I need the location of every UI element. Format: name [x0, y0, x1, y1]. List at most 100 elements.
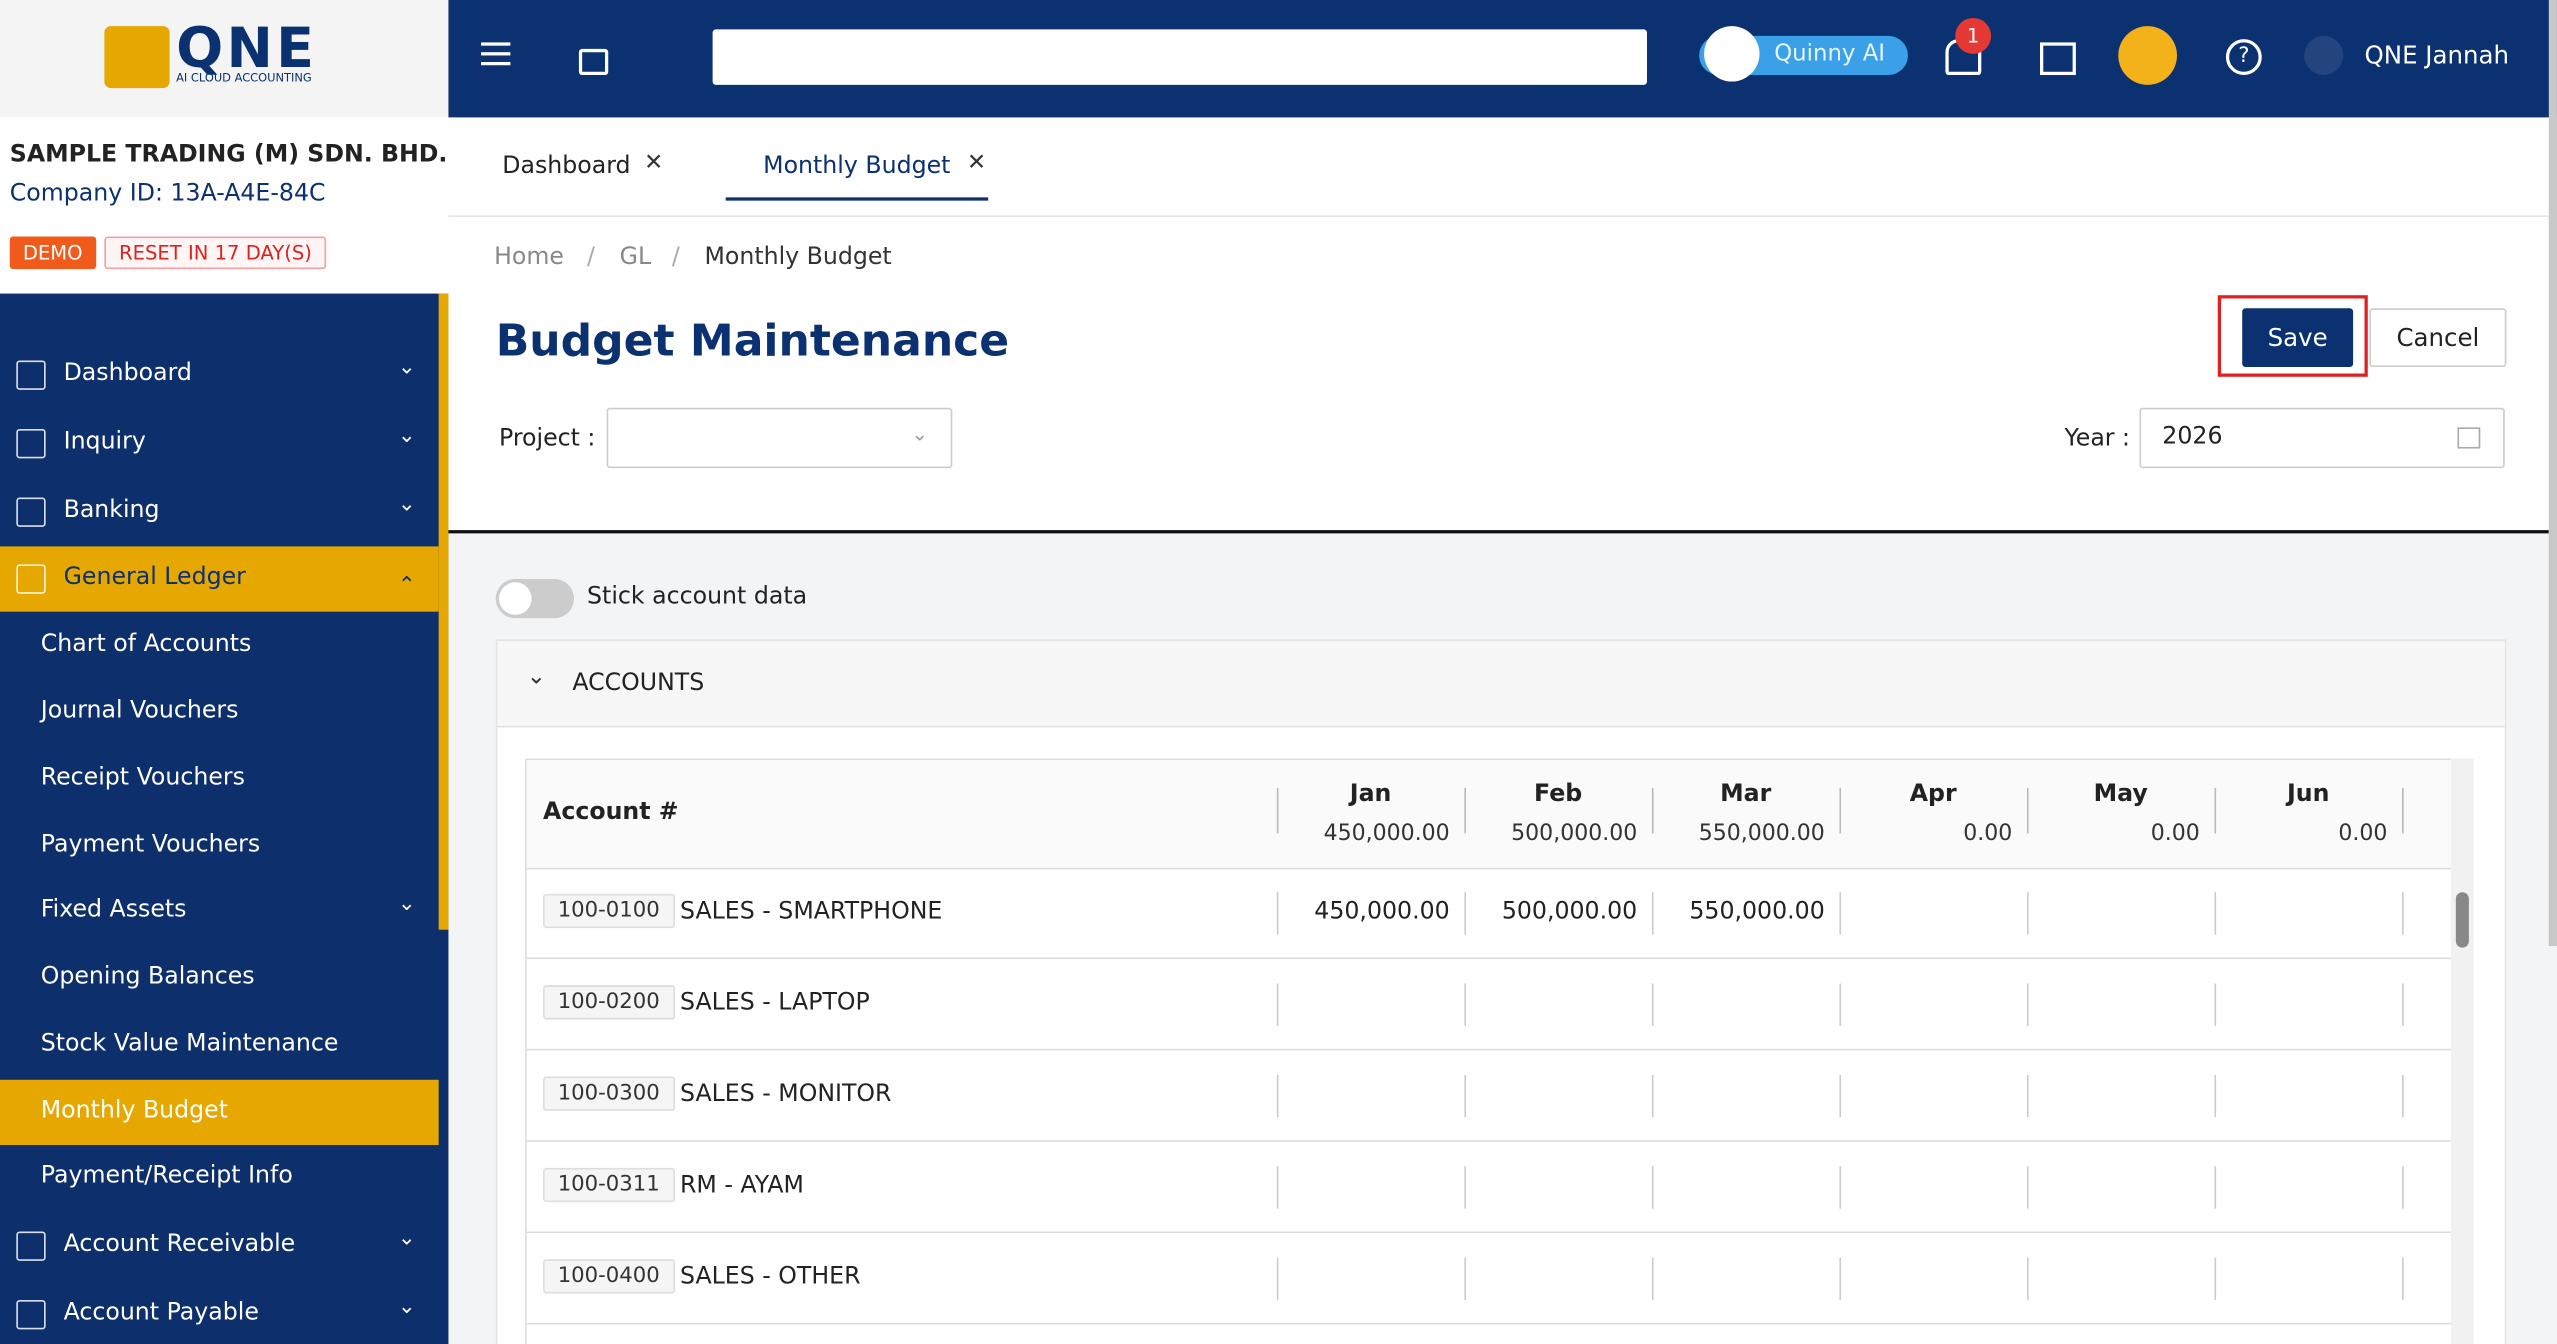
toggle-label: Stick account data	[587, 584, 807, 610]
nav-item[interactable]: Dashboard⌄	[0, 343, 439, 408]
budget-input[interactable]	[1466, 972, 1650, 1037]
budget-input[interactable]	[1654, 972, 1838, 1037]
budget-input[interactable]	[1654, 1155, 1838, 1220]
nav-chevron: ⌄	[398, 493, 416, 517]
month-total: 0.00	[2027, 820, 2200, 846]
budget-input[interactable]	[2029, 972, 2213, 1037]
budget-input[interactable]	[2029, 1063, 2213, 1128]
nav-item[interactable]: Inquiry⌄	[0, 411, 439, 476]
month-name: Feb	[1464, 781, 1652, 807]
nav-icon	[16, 360, 45, 389]
company-id: Company ID: 13A-A4E-84C	[10, 181, 326, 207]
company-block: SAMPLE TRADING (M) SDN. BHD. Company ID:…	[0, 117, 448, 293]
tab-active[interactable]: Monthly Budget	[763, 153, 950, 179]
breadcrumb[interactable]: GL	[620, 245, 652, 271]
company-name: SAMPLE TRADING (M) SDN. BHD.	[10, 142, 448, 168]
budget-input[interactable]	[1466, 1063, 1650, 1128]
nav-item[interactable]: Account Receivable⌄	[0, 1214, 439, 1279]
page-scrollbar	[2549, 0, 2557, 946]
budget-input[interactable]	[1654, 1246, 1838, 1311]
budget-input[interactable]	[2216, 1063, 2400, 1128]
avatar[interactable]	[2304, 36, 2343, 75]
tab[interactable]: Dashboard	[502, 153, 630, 179]
cell-divider	[2402, 1166, 2404, 1208]
cell-divider	[2402, 1075, 2404, 1117]
assistant-label: Quinny AI	[1774, 41, 1885, 67]
menu-icon[interactable]	[481, 42, 510, 45]
top-bar: Quinny AI 1 ? QNE Jannah	[448, 0, 2556, 117]
nav-label: Stock Value Maintenance	[41, 1031, 339, 1057]
account-code: 100-0100	[543, 894, 674, 928]
toggle[interactable]	[496, 579, 574, 618]
budget-input[interactable]	[1841, 972, 2025, 1037]
nav-label: Inquiry	[64, 429, 146, 455]
nav-item[interactable]: Payment/Receipt Info	[0, 1145, 439, 1210]
nav-item[interactable]: Payment Vouchers	[0, 814, 439, 879]
nav-item[interactable]: General Ledger⌄	[0, 546, 439, 611]
budget-input[interactable]	[1841, 1155, 2025, 1220]
lock-icon[interactable]	[579, 49, 608, 75]
breadcrumb: Monthly Budget	[704, 245, 891, 271]
budget-input[interactable]	[1841, 1063, 2025, 1128]
tab-close[interactable]: ✕	[967, 150, 986, 176]
budget-input[interactable]	[1466, 1155, 1650, 1220]
nav-item[interactable]: Stock Value Maintenance	[0, 1013, 439, 1078]
budget-value[interactable]: 450,000.00	[1277, 899, 1450, 925]
year-input[interactable]: 2026	[2139, 408, 2504, 468]
budget-input[interactable]	[2216, 881, 2400, 946]
budget-table: Account #Jan450,000.00Feb500,000.00Mar55…	[525, 758, 2452, 1344]
assistant-icon	[1704, 26, 1759, 81]
budget-input[interactable]	[1278, 1246, 1462, 1311]
help-icon[interactable]: ?	[2226, 39, 2262, 75]
panel-header[interactable]: ⌄ ACCOUNTS	[497, 641, 2504, 727]
table-scroll-thumb	[2456, 892, 2469, 947]
nav-item[interactable]: Opening Balances	[0, 946, 439, 1011]
budget-input[interactable]	[1278, 1155, 1462, 1220]
section-title: ACCOUNTS	[572, 670, 704, 696]
budget-input[interactable]	[1841, 1246, 2025, 1311]
budget-input[interactable]	[1278, 1063, 1462, 1128]
account-name: RM - AYAM	[680, 1173, 804, 1199]
budget-input[interactable]	[2029, 1246, 2213, 1311]
user-name[interactable]: QNE Jannah	[2365, 41, 2509, 70]
tab-close[interactable]: ✕	[644, 150, 663, 176]
logo-tagline: AI CLOUD ACCOUNTING	[176, 72, 312, 85]
cancel-button[interactable]: Cancel	[2369, 308, 2506, 367]
month-total: 0.00	[1839, 820, 2012, 846]
budget-value[interactable]: 550,000.00	[1652, 899, 1825, 925]
nav-label: Payment/Receipt Info	[41, 1163, 293, 1189]
account-code: 100-0200	[543, 985, 674, 1019]
search-box[interactable]	[713, 29, 1647, 84]
budget-input[interactable]	[2216, 1246, 2400, 1311]
project-select[interactable]: ⌄	[607, 408, 953, 468]
budget-value[interactable]: 500,000.00	[1464, 899, 1637, 925]
month-name: May	[2027, 781, 2215, 807]
budget-input[interactable]	[1841, 881, 2025, 946]
mascot-icon[interactable]	[2118, 26, 2177, 85]
store-icon[interactable]	[2040, 42, 2076, 75]
nav-item[interactable]: Monthly Budget	[0, 1080, 439, 1145]
budget-input[interactable]	[1466, 1246, 1650, 1311]
nav-item[interactable]: Fixed Assets⌄	[0, 879, 439, 944]
month-name: Jan	[1277, 781, 1465, 807]
budget-input[interactable]	[2029, 1155, 2213, 1220]
budget-input[interactable]	[2029, 881, 2213, 946]
nav-item[interactable]: Account Payable⌄	[0, 1282, 439, 1344]
nav-item[interactable]: Banking⌄	[0, 480, 439, 545]
budget-input[interactable]	[1654, 1063, 1838, 1128]
table-scrollbar	[2451, 758, 2474, 1344]
nav-label: Journal Vouchers	[41, 698, 239, 724]
budget-input[interactable]	[1278, 972, 1462, 1037]
account-name: SALES - OTHER	[680, 1264, 861, 1290]
table-row: 100-0311RM - AYAM	[527, 1142, 2453, 1233]
nav-item[interactable]: Journal Vouchers	[0, 680, 439, 745]
budget-input[interactable]	[2216, 972, 2400, 1037]
year-label: Year :	[2064, 426, 2130, 452]
save-button[interactable]: Save	[2242, 308, 2353, 367]
nav-item[interactable]: Chart of Accounts	[0, 613, 439, 678]
budget-input[interactable]	[2216, 1155, 2400, 1220]
nav-item[interactable]: Receipt Vouchers	[0, 747, 439, 812]
breadcrumb[interactable]: Home	[494, 245, 564, 271]
nav-icon	[16, 497, 45, 526]
content-top: Dashboard ✕ Monthly Budget ✕ Home / GL /…	[448, 117, 2548, 533]
